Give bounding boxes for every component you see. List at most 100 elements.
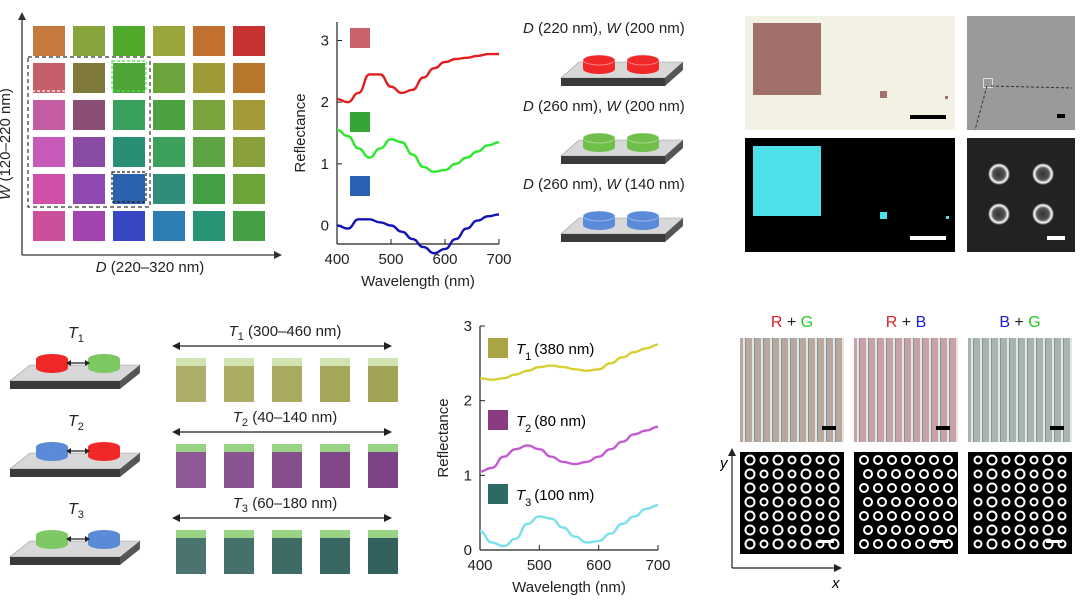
- nanodisk-item: D (260 nm), W (140 nm): [515, 176, 725, 254]
- sem-dot: [759, 483, 769, 493]
- x-tick-label: 700: [486, 251, 511, 268]
- sem-dot: [759, 525, 769, 535]
- scale-bar: [1050, 426, 1064, 430]
- color-swatch: [113, 26, 145, 56]
- sem-dot: [772, 510, 784, 522]
- gap-sample: [320, 366, 350, 402]
- color-swatch: [113, 174, 145, 204]
- substrate-side: [561, 78, 665, 86]
- y-tick-label: 2: [464, 393, 472, 410]
- sem-array-image: [968, 452, 1072, 554]
- brightfield-square-tiny: [945, 96, 948, 99]
- darkfield-square-small: [880, 212, 887, 219]
- highlight-blue: [111, 171, 147, 203]
- color-swatch: [233, 26, 265, 56]
- sem-dot: [787, 539, 797, 549]
- sem-dot: [800, 510, 812, 522]
- sem-dot: [859, 539, 869, 549]
- sem-dot: [815, 455, 825, 465]
- sem-zoom-disks: [988, 163, 1065, 240]
- strip-top: [320, 530, 350, 538]
- sem-dot: [800, 454, 812, 466]
- sem-dot: [1014, 454, 1026, 466]
- sem-image: [967, 16, 1075, 130]
- sem-dot: [915, 483, 925, 493]
- nanodisk-item: D (260 nm), W (200 nm): [515, 98, 725, 176]
- color-swatch: [73, 174, 105, 204]
- sem-dot: [1001, 483, 1011, 493]
- sem-dot: [915, 511, 925, 521]
- sem-dot: [772, 468, 784, 480]
- sem-dot: [929, 455, 939, 465]
- gap-sample: [368, 452, 398, 488]
- strip-top: [176, 444, 206, 452]
- sem-dot: [1029, 539, 1039, 549]
- nanodisk-caption: D (260 nm), W (200 nm): [523, 98, 685, 115]
- color-swatch: [113, 137, 145, 167]
- dimer-schematic: [9, 530, 141, 565]
- color-swatch: [193, 63, 225, 93]
- sem-dot: [873, 539, 883, 549]
- nanodisk-top: [36, 354, 68, 364]
- sem-dot: [1014, 524, 1026, 536]
- sem-dot: [1001, 469, 1011, 479]
- disk: [988, 163, 1010, 185]
- sem-dot: [772, 496, 784, 508]
- gap-sample: [224, 538, 254, 574]
- sem-dot: [901, 455, 911, 465]
- nanodisk-base: [88, 539, 120, 549]
- strip-top: [224, 444, 254, 452]
- x-axis-svg: x: [732, 564, 842, 592]
- sem-dot: [973, 469, 983, 479]
- sem-dot: [1057, 497, 1067, 507]
- sem-dot: [1057, 469, 1067, 479]
- sem-dot: [933, 469, 943, 479]
- highlight-red: [31, 60, 67, 92]
- sem-marker: [983, 78, 993, 88]
- sem-dot: [744, 468, 756, 480]
- substrate: [9, 364, 141, 382]
- color-swatch: [153, 137, 185, 167]
- nanodisk-schematic: [560, 210, 684, 242]
- disk: [1032, 163, 1054, 185]
- x-tick-label: 400: [324, 251, 349, 268]
- substrate-side: [10, 469, 120, 477]
- substrate: [560, 61, 684, 79]
- nanodisk-top: [36, 530, 68, 540]
- sem-dot: [1042, 538, 1054, 550]
- strip-top: [272, 444, 302, 452]
- x-tick-label: 600: [432, 251, 457, 268]
- sem-dot: [815, 511, 825, 521]
- y-axis-label: Reflectance: [292, 93, 309, 172]
- series-line: [336, 213, 500, 255]
- color-swatch: [233, 137, 265, 167]
- swatch-grid-panel: W (120–220 nm) D (220–320 nm): [0, 0, 290, 290]
- scale-bar: [1057, 114, 1065, 118]
- nanodisk-base: [627, 142, 659, 152]
- chart1-svg: 400 500 600 700 0 1 2 3 Wavelength (nm) Reflectan…: [292, 22, 512, 290]
- substrate-edge: [665, 62, 683, 86]
- color-swatch: [233, 211, 265, 241]
- dimer-schematic: [9, 442, 141, 477]
- substrate-edge: [665, 140, 683, 164]
- dimer-item: T1: [0, 325, 160, 413]
- chart2-svg: 400 500 600 700 0 1 2 3 Wavelength (nm) Reflectan…: [435, 318, 671, 596]
- optical-array-image: [854, 338, 958, 442]
- highlight-box: [27, 56, 151, 208]
- reflectance-chart-2: 400 500 600 700 0 1 2 3 Wavelength (nm) Reflectan…: [420, 312, 680, 608]
- dimer-schematic: [9, 354, 141, 389]
- y-axis-label: Reflectance: [435, 398, 452, 477]
- disk: [1032, 203, 1054, 225]
- sem-dot: [863, 525, 873, 535]
- darkfield-square-large: [753, 146, 821, 216]
- gap-sample: [176, 452, 206, 488]
- sem-dot: [800, 482, 812, 494]
- sem-dot: [877, 525, 887, 535]
- y-axis-label: W (120–220 nm): [0, 88, 14, 200]
- gap-sample: [368, 538, 398, 574]
- disk: [988, 203, 1010, 225]
- scale-bar: [910, 115, 946, 119]
- micrograph-panel: [745, 16, 1075, 254]
- y-tick-label: 2: [321, 94, 329, 111]
- sem-dot: [1029, 483, 1039, 493]
